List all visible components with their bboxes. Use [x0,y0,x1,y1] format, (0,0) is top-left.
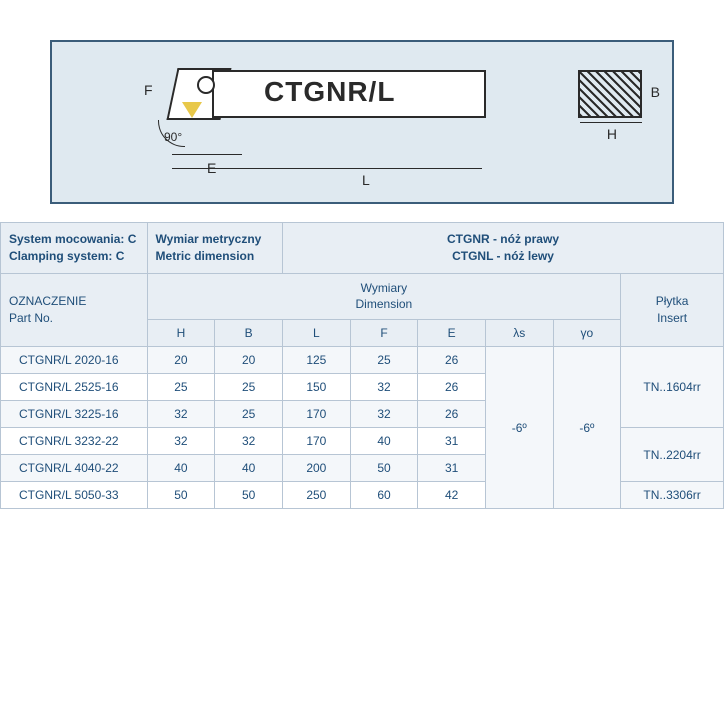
cell-e: 26 [418,401,486,428]
col-b: B [215,320,283,347]
insert-triangle-icon [182,102,202,118]
table-row: CTGNR/L 2020-16 20 20 125 25 26 -6º -6º … [1,347,724,374]
cell-l: 250 [283,482,351,509]
header-insert-en: Insert [627,310,717,327]
cell-part: CTGNR/L 3232-22 [1,428,148,455]
cell-b: 20 [215,347,283,374]
cell-f: 40 [350,428,418,455]
cell-b: 50 [215,482,283,509]
header-system-pl: System mocowania: C [9,231,139,248]
cross-section-icon [578,70,642,118]
cell-e: 31 [418,428,486,455]
cell-h: 40 [147,455,215,482]
cell-insert: TN..2204rr [621,428,724,482]
cell-h: 32 [147,428,215,455]
dim-label-f: F [144,82,153,98]
header-right-line1: CTGNR - nóż prawy [291,231,715,248]
dim-label-l: L [362,172,370,188]
cell-lambda-s: -6º [485,347,553,509]
header-metric-en: Metric dimension [156,248,274,265]
cell-h: 50 [147,482,215,509]
cell-l: 170 [283,401,351,428]
cell-f: 25 [350,347,418,374]
cell-l: 125 [283,347,351,374]
header-dims-pl: Wymiary [154,280,615,297]
dim-label-b: B [651,84,660,100]
specification-table: System mocowania: C Clamping system: C W… [0,222,724,509]
cell-part: CTGNR/L 3225-16 [1,401,148,428]
cell-e: 26 [418,347,486,374]
spec-table-body: CTGNR/L 2020-16 20 20 125 25 26 -6º -6º … [1,347,724,509]
dim-line-e [172,154,242,155]
cell-b: 40 [215,455,283,482]
header-partno-en: Part No. [9,310,139,327]
cell-b: 32 [215,428,283,455]
col-l: L [283,320,351,347]
diagram-main-label: CTGNR/L [264,76,395,108]
header-partno-pl: OZNACZENIE [9,293,139,310]
cell-insert: TN..1604rr [621,347,724,428]
header-metric-pl: Wymiar metryczny [156,231,274,248]
cell-e: 31 [418,455,486,482]
cell-part: CTGNR/L 2020-16 [1,347,148,374]
cell-l: 150 [283,374,351,401]
cell-h: 20 [147,347,215,374]
cell-l: 170 [283,428,351,455]
header-dims-en: Dimension [154,296,615,313]
header-insert-pl: Płytka [627,293,717,310]
cell-e: 42 [418,482,486,509]
cell-b: 25 [215,401,283,428]
screw-icon [197,76,215,94]
cell-f: 50 [350,455,418,482]
cell-l: 200 [283,455,351,482]
dim-line-h [580,122,642,123]
cell-b: 25 [215,374,283,401]
dim-label-angle: 90° [164,130,182,144]
cell-h: 32 [147,401,215,428]
col-lambda: λs [485,320,553,347]
col-f: F [350,320,418,347]
cell-f: 32 [350,374,418,401]
header-system-en: Clamping system: C [9,248,139,265]
cell-part: CTGNR/L 4040-22 [1,455,148,482]
dim-label-h: H [607,126,617,142]
col-h: H [147,320,215,347]
col-gamma: γo [553,320,621,347]
cell-part: CTGNR/L 2525-16 [1,374,148,401]
cell-f: 32 [350,401,418,428]
header-right-line2: CTGNL - nóż lewy [291,248,715,265]
cell-part: CTGNR/L 5050-33 [1,482,148,509]
dim-label-e: E [207,160,216,176]
cell-e: 26 [418,374,486,401]
cell-h: 25 [147,374,215,401]
col-e: E [418,320,486,347]
cell-f: 60 [350,482,418,509]
dim-line-l [172,168,482,169]
cell-insert: TN..3306rr [621,482,724,509]
cell-gamma-o: -6º [553,347,621,509]
technical-diagram: CTGNR/L F 90° E L H B [50,40,674,204]
